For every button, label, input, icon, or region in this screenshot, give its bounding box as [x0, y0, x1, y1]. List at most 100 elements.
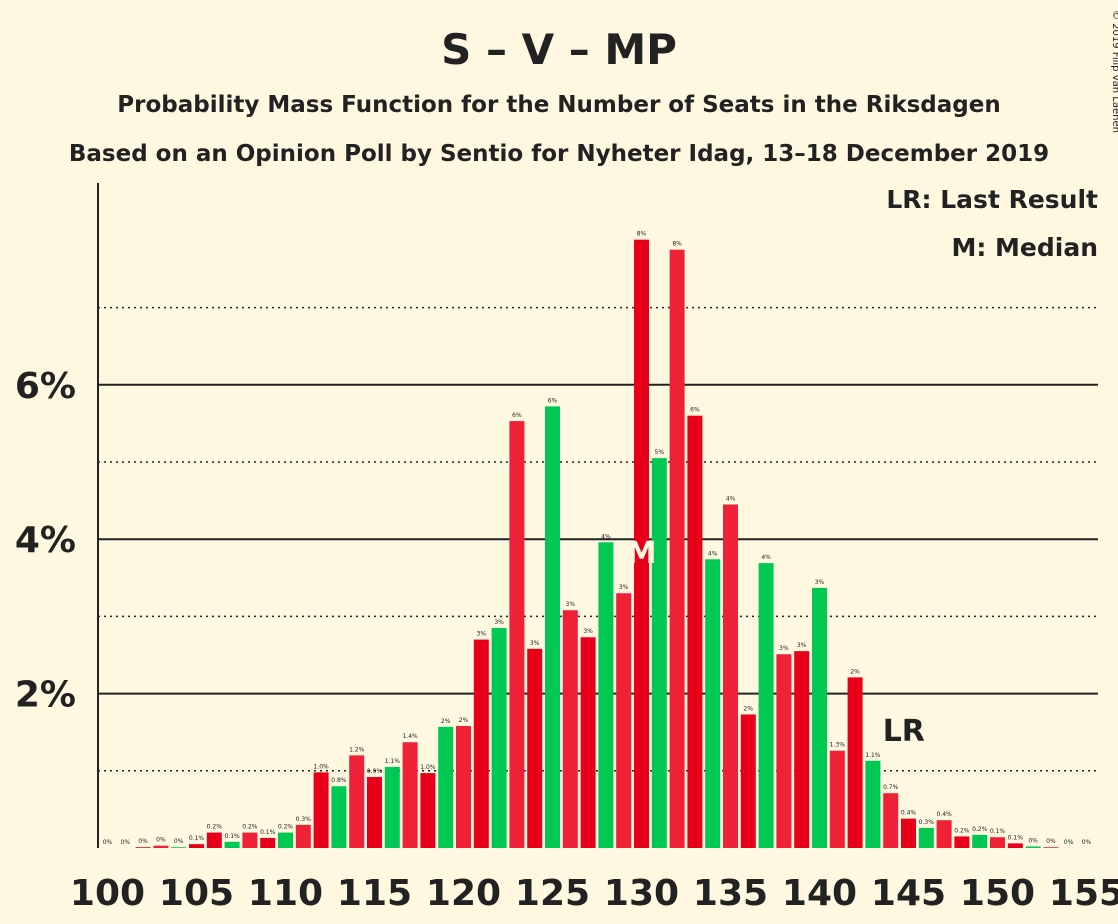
bar-label-seat-142: 2% [850, 668, 860, 675]
bar-seat-145 [901, 818, 916, 848]
bar-seat-125 [545, 406, 560, 848]
bar-label-seat-144: 0.7% [883, 784, 899, 791]
bar-label-seat-119: 2% [441, 718, 451, 725]
bars [135, 239, 1059, 848]
y-axis-labels: 2% 4% 6% [15, 366, 76, 716]
x-axis-labels: 100 105 110 115 120 125 130 135 140 145 150 155 [70, 873, 1118, 914]
bar-label-seat-120: 2% [459, 717, 469, 724]
chart-title: S – V – MP [441, 25, 677, 74]
bar-label-seat-101: 0% [121, 839, 131, 846]
bar-label-seat-105: 0.1% [189, 835, 205, 842]
chart-subtitle-1: Probability Mass Function for the Number… [117, 92, 1000, 118]
bar-label-seat-109: 0.1% [260, 829, 276, 836]
bar-label-seat-110: 0.2% [278, 824, 294, 831]
bar-label-seat-145: 0.4% [901, 810, 917, 817]
bar-seat-129 [616, 593, 632, 848]
bar-seat-135 [723, 504, 738, 848]
bar-label-seat-104: 0% [174, 838, 184, 845]
x-tick-label: 155 [1049, 873, 1118, 914]
bar-label-seat-150: 0.1% [990, 828, 1006, 835]
legend-last-result: LR: Last Result [886, 185, 1098, 214]
bar-label-seat-115: 0.9% [367, 768, 383, 775]
bar-seat-104 [171, 847, 187, 848]
bar-seat-111 [295, 824, 311, 848]
bar-label-seat-127: 3% [583, 628, 593, 635]
bar-seat-128 [598, 542, 614, 848]
chart-subtitle-2: Based on an Opinion Poll by Sentio for N… [69, 141, 1049, 167]
bar-seat-107 [224, 841, 240, 848]
bar-seat-123 [509, 421, 525, 848]
bar-seat-112 [313, 772, 329, 848]
bar-seat-106 [206, 832, 222, 848]
bar-label-seat-154: 0% [1064, 839, 1074, 846]
bar-label-seat-100: 0% [103, 839, 113, 846]
bar-seat-120 [456, 726, 471, 848]
bar-label-seat-117: 1.4% [402, 733, 418, 740]
bar-seat-115 [367, 776, 382, 848]
x-tick-label: 140 [782, 873, 857, 914]
copyright-text: © 2019 Filip van Laenen [1110, 10, 1118, 133]
bar-seat-137 [758, 563, 774, 848]
bar-seat-130 [634, 239, 649, 848]
bar-label-seat-137: 4% [761, 554, 771, 561]
bar-seat-148 [954, 836, 970, 848]
bar-seat-144 [883, 793, 899, 848]
bar-seat-109 [260, 837, 276, 848]
x-tick-label: 120 [426, 873, 501, 914]
x-tick-label: 100 [70, 873, 145, 914]
bar-label-seat-149: 0.2% [972, 826, 988, 833]
bar-label-seat-141: 1.3% [830, 742, 846, 749]
x-tick-label: 110 [248, 873, 323, 914]
bar-seat-117 [402, 742, 418, 848]
x-tick-label: 135 [693, 873, 768, 914]
bar-label-seat-131: 5% [655, 449, 665, 456]
bar-seat-108 [242, 832, 258, 848]
bar-label-seat-108: 0.2% [242, 824, 258, 831]
bar-label-seat-107: 0.1% [224, 833, 240, 840]
bar-label-seat-123: 6% [512, 412, 522, 419]
bar-label-seat-139: 3% [797, 642, 807, 649]
bar-seat-134 [705, 559, 721, 848]
bar-label-seat-118: 1.0% [420, 764, 436, 771]
bar-seat-122 [491, 627, 507, 848]
y-tick-label: 6% [15, 366, 76, 407]
bar-seat-140 [812, 587, 827, 848]
bar-label-seat-121: 3% [477, 631, 487, 638]
bar-label-seat-106: 0.2% [207, 824, 223, 831]
bar-seat-113 [331, 786, 347, 848]
bar-label-seat-155: 0% [1082, 839, 1092, 846]
bar-label-seat-153: 0% [1046, 838, 1056, 845]
bar-label-seat-130: 8% [637, 231, 647, 238]
bar-label-seat-124: 3% [530, 640, 540, 647]
bar-label-seat-138: 3% [779, 645, 789, 652]
bar-seat-136 [740, 714, 756, 848]
bar-seat-151 [1007, 843, 1023, 848]
x-tick-label: 105 [159, 873, 234, 914]
bar-seat-138 [776, 654, 792, 848]
bar-label-seat-114: 1.2% [349, 746, 365, 753]
bar-label-seat-103: 0% [156, 837, 166, 844]
bar-label-seat-126: 3% [566, 601, 576, 608]
bar-label-seat-116: 1.1% [385, 758, 401, 765]
median-marker: M [627, 536, 657, 571]
bar-label-seat-152: 0% [1028, 837, 1038, 844]
bar-seat-147 [936, 820, 952, 848]
bar-seat-132 [669, 249, 685, 848]
bar-label-seat-148: 0.2% [954, 827, 970, 834]
bar-seat-126 [562, 610, 578, 848]
bar-label-seat-136: 2% [744, 705, 754, 712]
bar-label-seat-125: 6% [548, 397, 558, 404]
x-tick-label: 130 [604, 873, 679, 914]
bar-seat-110 [278, 832, 293, 848]
bar-seat-153 [1043, 847, 1059, 848]
bar-label-seat-132: 8% [672, 241, 682, 248]
bar-seat-146 [918, 827, 934, 848]
bar-seat-102 [135, 847, 151, 848]
bar-seat-139 [794, 651, 810, 848]
bar-label-seat-113: 0.8% [331, 777, 347, 784]
bar-label-seat-134: 4% [708, 550, 718, 557]
x-tick-label: 115 [337, 873, 412, 914]
bar-label-seat-133: 6% [690, 407, 700, 414]
bar-label-seat-147: 0.4% [936, 811, 952, 818]
